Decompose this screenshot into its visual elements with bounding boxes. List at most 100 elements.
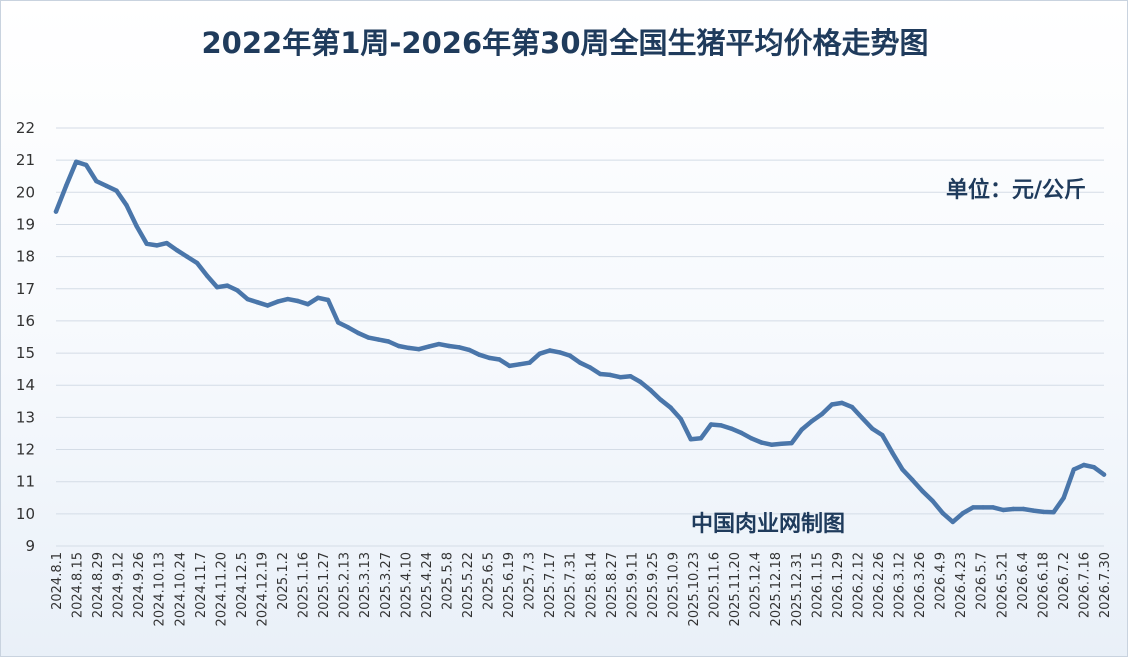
x-tick-label: 2024.12.5 <box>235 552 250 618</box>
data-point <box>215 285 220 290</box>
y-tick-label: 10 <box>16 505 35 523</box>
x-tick-label: 2026.7.2 <box>1057 552 1072 610</box>
data-point <box>880 432 885 438</box>
data-point <box>870 426 875 431</box>
data-point <box>1001 507 1006 513</box>
data-point <box>860 415 865 421</box>
data-point <box>94 178 99 184</box>
x-tick-label: 2024.9.12 <box>112 552 127 618</box>
data-point <box>295 298 300 304</box>
data-point <box>265 303 270 308</box>
data-point <box>325 297 331 303</box>
x-tick-label: 2026.5.21 <box>995 552 1010 618</box>
y-tick-label: 15 <box>16 344 35 362</box>
data-point <box>84 162 89 168</box>
y-tick-label: 18 <box>16 248 35 266</box>
data-point <box>688 437 693 442</box>
x-tick-label: 2026.4.23 <box>954 552 969 618</box>
y-tick-label: 13 <box>16 408 35 426</box>
data-point <box>255 300 260 305</box>
data-point <box>890 450 895 455</box>
data-point <box>1021 506 1026 512</box>
y-tick-label: 17 <box>16 280 35 298</box>
data-point <box>789 440 794 446</box>
data-point <box>618 375 623 380</box>
x-tick-label: 2024.11.20 <box>214 552 229 626</box>
data-point <box>497 357 502 362</box>
data-point <box>235 288 240 293</box>
data-point <box>164 240 169 246</box>
data-point <box>769 442 774 447</box>
data-point <box>245 296 250 302</box>
series-line-0 <box>53 159 1107 525</box>
y-tick-label: 22 <box>16 119 35 137</box>
y-tick-label: 9 <box>25 537 35 555</box>
data-point <box>517 362 522 367</box>
y-tick-label: 11 <box>16 473 35 491</box>
data-point <box>638 379 643 385</box>
data-point <box>194 260 200 266</box>
data-point <box>628 374 633 379</box>
x-tick-label: 2025.11.6 <box>708 552 723 618</box>
data-point <box>749 436 754 441</box>
data-point <box>779 441 784 446</box>
y-tick-label: 19 <box>16 215 35 233</box>
x-tick-label: 2025.1.16 <box>297 552 312 618</box>
x-tick-label: 2026.1.29 <box>831 552 846 618</box>
x-tick-label: 2026.5.7 <box>975 552 990 610</box>
data-point <box>315 295 321 300</box>
data-point <box>104 183 109 189</box>
data-point <box>1071 467 1077 472</box>
data-point <box>718 423 724 428</box>
data-point <box>376 337 381 342</box>
data-point <box>809 419 814 424</box>
unit-note: 单位：元/公斤 <box>946 177 1086 203</box>
data-point <box>537 351 542 356</box>
x-tick-label: 2024.11.7 <box>194 552 209 618</box>
data-point <box>396 343 401 349</box>
data-point <box>53 209 59 214</box>
data-point <box>487 355 492 361</box>
x-tick-label: 2025.9.25 <box>646 552 661 618</box>
x-tick-label: 2025.6.5 <box>482 552 497 610</box>
data-point <box>698 436 704 441</box>
data-point <box>1101 472 1107 477</box>
x-tick-label: 2025.12.31 <box>790 552 805 626</box>
data-point <box>225 283 230 288</box>
data-point <box>386 339 391 344</box>
data-point <box>950 519 955 525</box>
data-point <box>477 352 482 357</box>
grid-layer <box>56 127 1104 547</box>
data-point <box>1081 462 1087 468</box>
data-point <box>658 397 663 402</box>
data-point <box>1011 506 1016 512</box>
data-point <box>587 365 593 370</box>
x-tick-label: 2024.9.26 <box>132 552 147 618</box>
data-point <box>1091 465 1097 470</box>
x-tick-label: 2025.8.27 <box>605 552 620 618</box>
data-point <box>849 404 855 410</box>
x-tick-label: 2025.5.8 <box>440 552 455 610</box>
x-tick-label: 2026.7.16 <box>1077 552 1092 618</box>
x-tick-label: 2025.9.11 <box>625 552 640 618</box>
x-tick-label: 2025.2.13 <box>338 552 353 618</box>
data-point <box>759 440 764 445</box>
data-point <box>557 350 562 355</box>
data-point <box>608 372 613 378</box>
data-point <box>63 183 69 189</box>
data-point <box>285 296 290 302</box>
data-point <box>446 343 452 349</box>
data-point <box>144 241 149 246</box>
data-point <box>648 387 653 393</box>
data-point <box>356 330 361 336</box>
x-tick-label: 2024.10.24 <box>173 552 188 626</box>
x-tick-label: 2025.7.17 <box>543 552 558 618</box>
x-tick-label: 2025.12.4 <box>749 552 764 618</box>
data-point <box>134 223 139 229</box>
x-tick-label: 2024.8.1 <box>50 552 65 610</box>
data-point <box>456 345 462 350</box>
data-point <box>729 426 734 431</box>
x-tick-label: 2026.2.12 <box>851 552 866 618</box>
